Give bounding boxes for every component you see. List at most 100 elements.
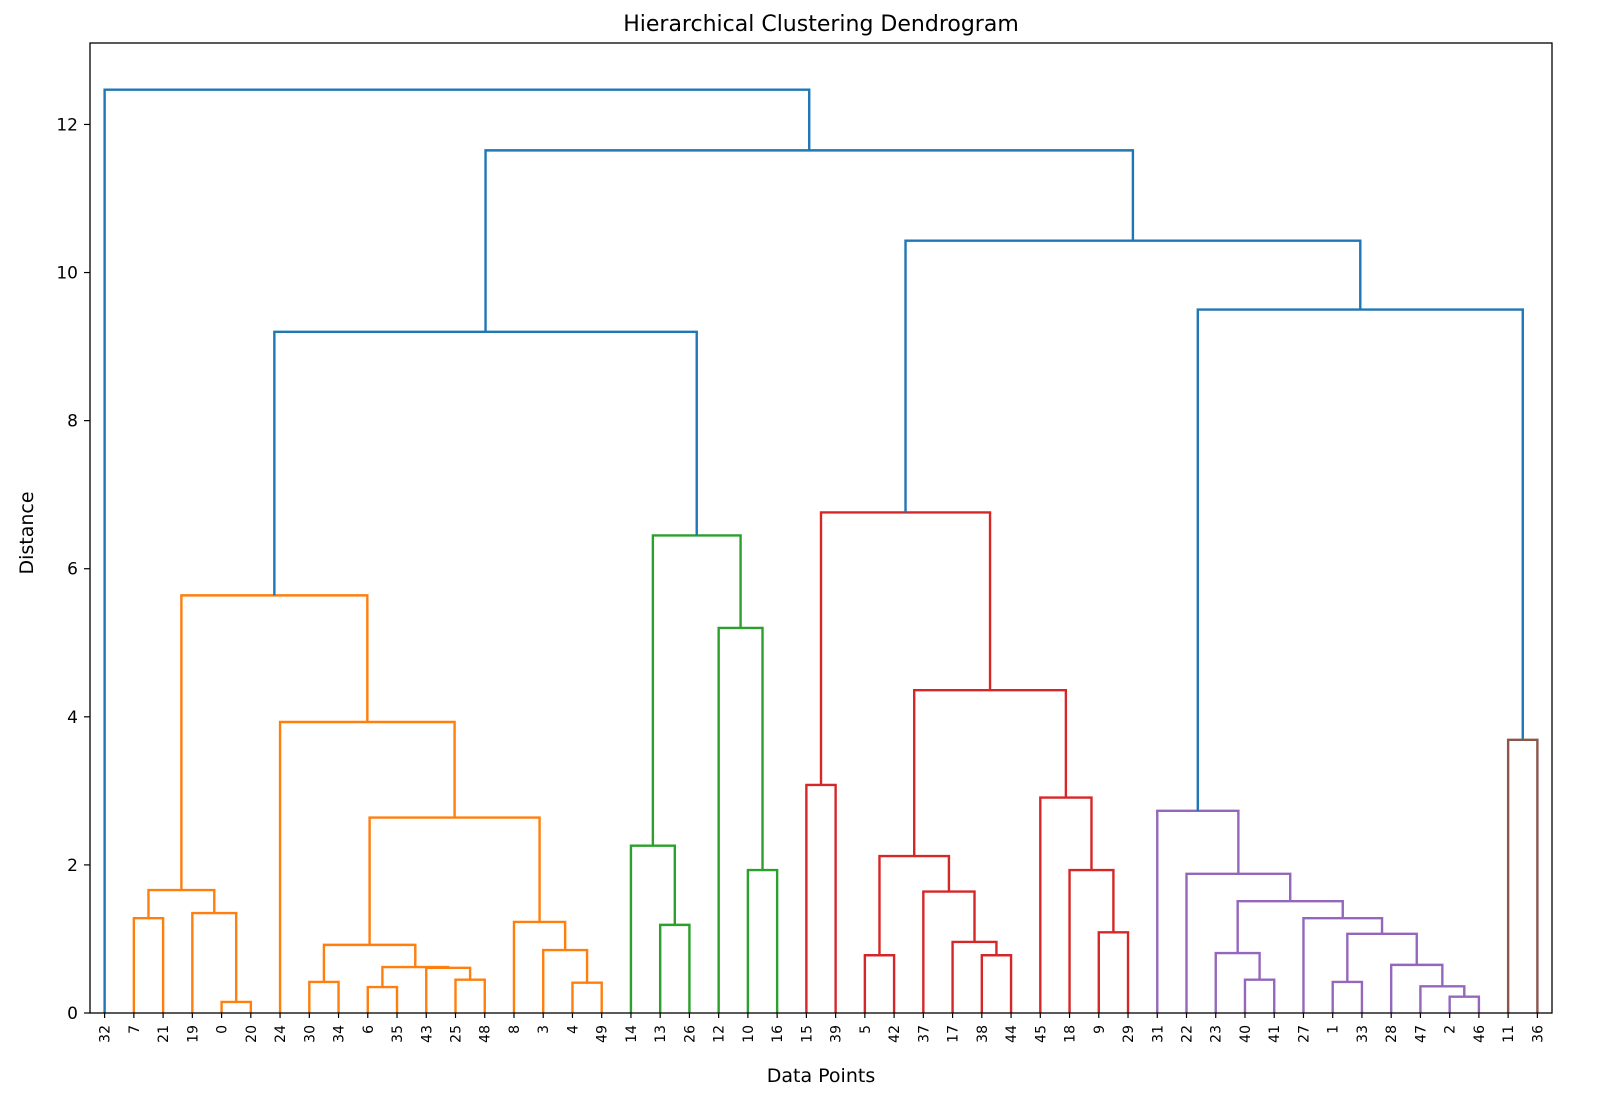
dendrogram-links (103, 88, 1539, 1013)
leaf-label: 21 (156, 1025, 172, 1043)
leaf-label: 14 (624, 1025, 640, 1043)
dendrogram-link (863, 954, 896, 1013)
leaf-label: 46 (1472, 1025, 1488, 1043)
leaf-label: 8 (507, 1025, 523, 1034)
leaf-label: 0 (215, 1025, 231, 1034)
dendrogram-link (651, 534, 742, 846)
leaf-label: 13 (653, 1025, 669, 1043)
dendrogram-link (913, 688, 1068, 857)
y-tick-label: 6 (67, 560, 78, 580)
dendrogram-link (1196, 308, 1524, 811)
leaf-label: 7 (127, 1025, 143, 1034)
leaf-label: 49 (595, 1025, 611, 1043)
y-tick-label: 4 (67, 708, 78, 728)
y-axis: 0 2 4 6 8 10 12 (56, 115, 90, 1024)
leaf-label: 48 (478, 1025, 494, 1043)
leaf-label: 6 (361, 1025, 377, 1034)
dendrogram-link (381, 965, 450, 988)
dendrogram-link (454, 978, 486, 1013)
x-axis-label: Data Points (767, 1065, 875, 1087)
leaf-label: 41 (1267, 1025, 1283, 1043)
leaf-label: 31 (1150, 1025, 1166, 1043)
leaf-label: 22 (1180, 1025, 1196, 1043)
leaf-label: 37 (916, 1025, 932, 1043)
leaf-label: 28 (1384, 1025, 1400, 1043)
plot-frame (89, 42, 1553, 1014)
y-tick-label: 8 (67, 412, 78, 432)
dendrogram-link (1506, 738, 1539, 1013)
leaf-label: 47 (1413, 1025, 1429, 1043)
dendrogram-link (1214, 951, 1261, 1013)
dendrogram-link (191, 911, 238, 1013)
leaf-label: 27 (1296, 1025, 1312, 1043)
dendrogram-link (103, 88, 811, 1013)
dendrogram-link (425, 966, 472, 1013)
dendrogram-link (904, 239, 1362, 513)
leaf-label: 43 (419, 1025, 435, 1043)
leaf-label: 26 (682, 1025, 698, 1043)
dendrogram-link (717, 626, 764, 1013)
leaf-label: 17 (946, 1025, 962, 1043)
dendrogram-link (819, 511, 992, 785)
dendrogram-link (1156, 809, 1240, 1013)
leaf-label: 12 (712, 1025, 728, 1043)
leaf-label: 4 (565, 1025, 581, 1034)
leaf-label: 3 (536, 1025, 552, 1034)
leaf-label: 2 (1443, 1025, 1459, 1034)
leaf-label: 15 (799, 1025, 815, 1043)
dendrogram-link (1419, 985, 1466, 1013)
dendrogram-link (922, 890, 976, 1013)
leaf-label: 44 (1004, 1025, 1020, 1043)
dendrogram-link (1302, 917, 1384, 1013)
leaf-label: 20 (244, 1025, 260, 1043)
y-tick-label: 2 (67, 856, 78, 876)
dendrogram-link (629, 844, 676, 1013)
y-axis-label: Distance (16, 491, 38, 574)
x-axis: 32 7 21 19 0 20 24 30 34 6 35 43 25 48 8 3 4 49 14 13 26 12 10… (98, 1013, 1546, 1043)
y-tick-label: 12 (56, 115, 78, 135)
dendrogram-link (180, 594, 369, 891)
dendrogram-link (322, 943, 417, 982)
dendrogram-link (878, 854, 951, 956)
leaf-label: 11 (1501, 1025, 1517, 1043)
leaf-label: 19 (185, 1025, 201, 1043)
dendrogram-link (571, 981, 603, 1013)
dendrogram-link (1097, 931, 1130, 1013)
dendrogram-link (1448, 995, 1481, 1013)
leaf-label: 35 (390, 1025, 406, 1043)
leaf-label: 30 (302, 1025, 318, 1043)
dendrogram-link (308, 980, 340, 1013)
leaf-label: 24 (273, 1025, 289, 1043)
leaf-label: 9 (1092, 1025, 1108, 1034)
dendrogram-link (1243, 978, 1276, 1013)
dendrogram-link (278, 720, 456, 1013)
leaf-label: 36 (1530, 1025, 1546, 1043)
dendrogram-link (805, 783, 837, 1013)
leaf-label: 18 (1063, 1025, 1079, 1043)
dendrogram-link (220, 1000, 253, 1013)
dendrogram-link (1331, 980, 1364, 1013)
leaf-label: 45 (1033, 1025, 1049, 1043)
dendrogram-link (951, 940, 998, 1013)
dendrogram-link (366, 985, 399, 1013)
leaf-label: 1 (1326, 1025, 1342, 1034)
leaf-label: 40 (1238, 1025, 1254, 1043)
leaf-label: 25 (449, 1025, 465, 1043)
chart-title: Hierarchical Clustering Dendrogram (623, 12, 1019, 37)
dendrogram-link (1389, 963, 1444, 1013)
leaf-label: 5 (858, 1025, 874, 1034)
dendrogram-link (746, 868, 779, 1013)
y-tick-label: 10 (56, 264, 78, 284)
dendrogram-link (1039, 796, 1093, 1013)
dendrogram-link (980, 954, 1013, 1013)
leaf-label: 42 (887, 1025, 903, 1043)
leaf-label: 39 (829, 1025, 845, 1043)
y-tick-label: 0 (67, 1004, 78, 1024)
leaf-label: 16 (770, 1025, 786, 1043)
leaf-label: 32 (98, 1025, 114, 1043)
leaf-label: 34 (332, 1025, 348, 1043)
leaf-label: 23 (1209, 1025, 1225, 1043)
dendrogram-link (658, 923, 691, 1013)
dendrogram-link (1236, 899, 1344, 954)
leaf-label: 38 (975, 1025, 991, 1043)
